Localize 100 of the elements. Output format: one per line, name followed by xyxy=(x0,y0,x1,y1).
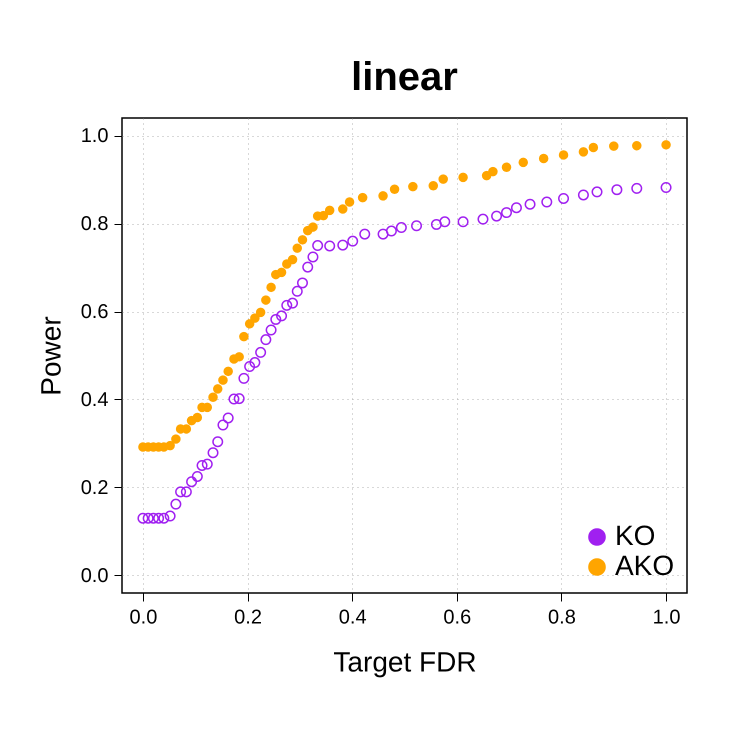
point xyxy=(558,150,568,160)
point xyxy=(408,182,418,192)
point xyxy=(281,300,292,311)
point xyxy=(266,324,277,336)
x-tick-label: 0.0 xyxy=(130,606,158,628)
x-tick-label: 0.6 xyxy=(443,606,472,628)
point xyxy=(234,352,244,362)
point xyxy=(249,357,260,368)
point xyxy=(558,193,570,204)
point xyxy=(238,372,250,384)
point xyxy=(222,412,234,424)
point xyxy=(218,375,228,385)
point xyxy=(324,206,334,216)
point xyxy=(182,424,192,434)
point xyxy=(592,186,603,198)
point xyxy=(276,268,286,278)
point xyxy=(428,181,438,190)
point xyxy=(208,447,219,458)
point xyxy=(347,236,358,247)
y-tick-label: 0.8 xyxy=(80,213,108,236)
point xyxy=(358,192,368,202)
point xyxy=(239,332,249,342)
point xyxy=(292,243,302,253)
point xyxy=(324,240,336,252)
point xyxy=(378,191,388,201)
point xyxy=(250,313,260,323)
y-axis-title: Power xyxy=(36,316,67,396)
x-axis-title: Target FDR xyxy=(333,646,477,678)
point xyxy=(244,361,256,372)
point xyxy=(288,254,298,264)
point xyxy=(153,512,164,524)
point xyxy=(578,189,589,200)
point xyxy=(538,154,548,164)
point xyxy=(344,197,354,207)
point xyxy=(396,222,407,233)
point xyxy=(302,262,314,273)
chart-title: linear xyxy=(351,55,458,99)
point xyxy=(477,214,488,225)
point xyxy=(192,470,203,482)
point xyxy=(541,196,552,208)
point xyxy=(244,319,254,329)
point xyxy=(609,141,618,151)
point xyxy=(186,476,198,488)
point xyxy=(164,510,176,522)
point xyxy=(386,226,397,237)
point xyxy=(439,216,450,228)
point xyxy=(312,240,324,252)
point xyxy=(208,392,218,402)
point xyxy=(518,158,528,168)
point xyxy=(661,140,671,150)
point xyxy=(438,174,448,184)
point xyxy=(502,162,512,172)
point xyxy=(430,218,442,230)
point xyxy=(578,147,588,157)
point xyxy=(458,216,469,228)
point xyxy=(148,512,159,524)
x-tick-label: 0.2 xyxy=(234,606,262,628)
point xyxy=(261,295,271,305)
point xyxy=(192,412,202,422)
point xyxy=(137,512,148,524)
point xyxy=(359,228,370,240)
point xyxy=(318,210,328,220)
point xyxy=(171,434,181,444)
x-tick-label: 0.8 xyxy=(548,606,576,628)
point xyxy=(338,204,348,214)
point xyxy=(228,394,240,405)
point xyxy=(175,486,186,498)
point xyxy=(378,228,389,240)
point xyxy=(158,512,170,524)
point xyxy=(308,222,318,232)
point xyxy=(270,314,282,325)
point xyxy=(256,308,266,318)
point xyxy=(501,207,512,218)
point xyxy=(292,286,303,297)
point xyxy=(524,198,536,210)
y-tick-label: 1.0 xyxy=(80,125,108,148)
point xyxy=(165,440,175,450)
point xyxy=(491,210,502,222)
point xyxy=(458,172,468,182)
point xyxy=(266,282,276,292)
point xyxy=(142,512,154,524)
y-tick-label: 0.0 xyxy=(80,564,108,587)
point xyxy=(276,310,288,322)
point xyxy=(631,182,642,194)
point xyxy=(390,184,400,194)
point xyxy=(611,184,622,196)
point xyxy=(180,486,192,498)
point xyxy=(588,142,598,152)
point xyxy=(223,366,233,376)
y-tick-label: 0.2 xyxy=(80,476,108,499)
point xyxy=(510,202,522,214)
point xyxy=(217,420,228,430)
point xyxy=(212,384,222,394)
point xyxy=(287,298,298,309)
point xyxy=(212,436,224,448)
point xyxy=(234,393,245,404)
point xyxy=(255,346,266,358)
point xyxy=(411,220,422,232)
y-tick-label: 0.6 xyxy=(80,301,108,324)
point xyxy=(260,334,272,346)
